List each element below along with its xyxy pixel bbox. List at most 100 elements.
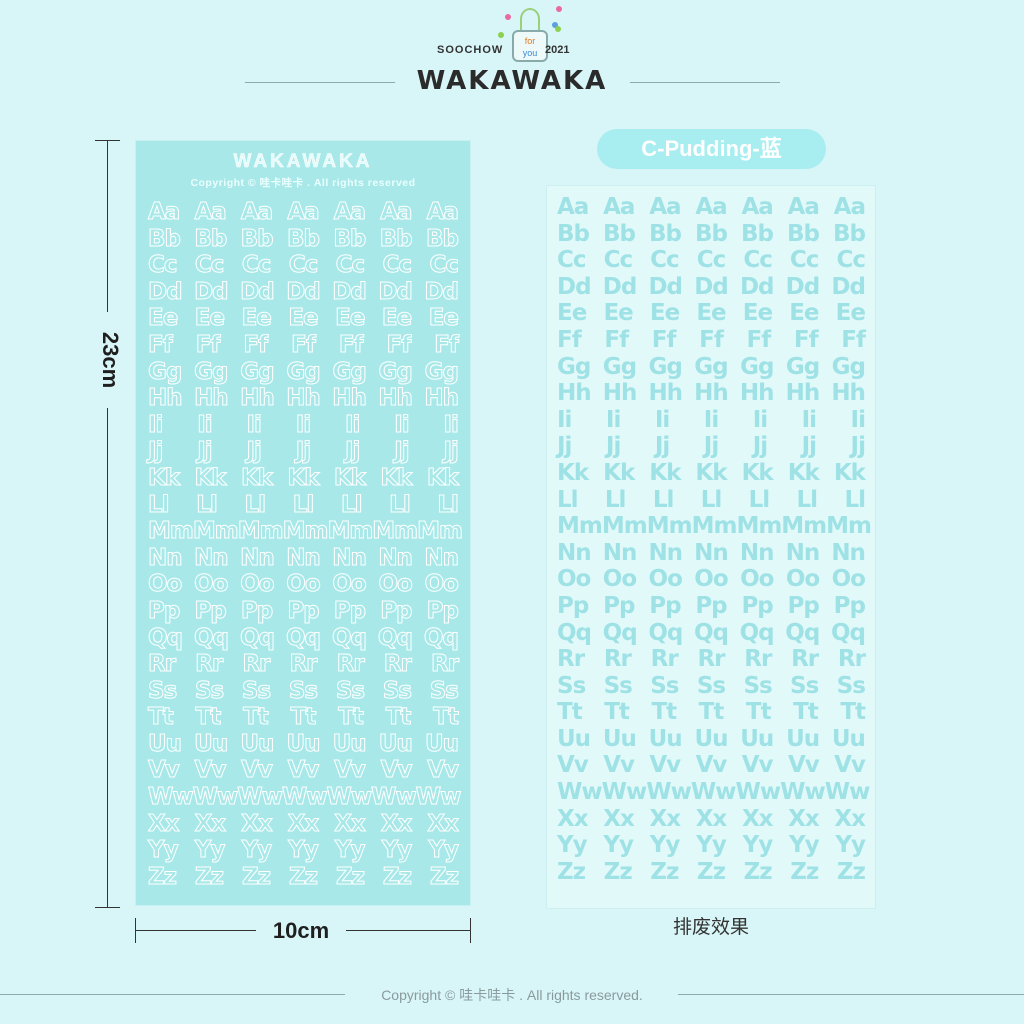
sticker-letter-pair: Zz xyxy=(603,858,633,885)
sticker-letter-pair: Ll xyxy=(389,491,412,518)
sticker-letter-pair: Tt xyxy=(604,699,630,726)
sticker-letter-pair: Qq xyxy=(331,624,367,651)
sticker-letter-pair: Tt xyxy=(338,704,365,731)
sticker-letter-pair: Ff xyxy=(148,331,174,359)
sticker-letter-pair: Uu xyxy=(786,725,820,752)
sticker-letter-pair: Dd xyxy=(739,273,775,300)
flower-icon xyxy=(556,6,562,12)
sticker-letter-pair: Ss xyxy=(696,672,726,699)
sticker-letter-pair: Bb xyxy=(333,225,367,252)
sticker-letter-pair: Ll xyxy=(604,486,627,513)
letter-row-y: Yy Yy Yy Yy Yy Yy Yy xyxy=(557,832,866,859)
sticker-letter-pair: Jj xyxy=(557,433,572,460)
sticker-letter-pair: Vv xyxy=(649,752,681,779)
gift-text-1: for xyxy=(524,36,536,46)
sticker-letter-pair: Tt xyxy=(651,699,677,726)
sticker-letter-pair: Ww xyxy=(824,779,871,806)
letter-row-u: Uu Uu Uu Uu Uu Uu Uu xyxy=(557,725,866,753)
sticker-letter-pair: Ee xyxy=(428,305,459,332)
sticker-letter-pair: Kk xyxy=(787,459,820,486)
sticker-letter-pair: Kk xyxy=(741,459,774,486)
letter-row-f: Ff Ff Ff Ff Ff Ff Ff xyxy=(148,331,460,359)
letter-row-l: Ll Ll Ll Ll Ll Ll Ll xyxy=(557,486,866,514)
sticker-letter-pair: Oo xyxy=(557,566,591,593)
sticker-letter-pair: Jj xyxy=(443,438,460,465)
sticker-letter-pair: Yy xyxy=(381,837,413,864)
product-label: C-Pudding-蓝 xyxy=(597,129,826,169)
sticker-letter-pair: Qq xyxy=(377,624,413,651)
sticker-letter-pair: Ll xyxy=(196,491,219,518)
sticker-letter-pair: Oo xyxy=(332,571,367,598)
sticker-letter-pair: Uu xyxy=(424,730,459,758)
sticker-letter-pair: Gg xyxy=(602,353,637,380)
sticker-letter-pair: Nn xyxy=(648,539,683,566)
sticker-letter-pair: Vv xyxy=(241,757,274,784)
sticker-letter-pair: Dd xyxy=(557,273,592,300)
sticker-letter-pair: Tt xyxy=(290,704,317,731)
sticker-letter-pair: Mm xyxy=(417,518,464,545)
sticker-letter-pair: Hh xyxy=(148,385,184,412)
sticker-letter-pair: Ff xyxy=(557,326,582,353)
sticker-letter-pair: Gg xyxy=(240,358,275,385)
sticker-letter-pair: Ss xyxy=(557,672,586,699)
sticker-letter-pair: Pp xyxy=(240,597,273,625)
sticker-letter-pair: Cc xyxy=(241,252,271,279)
sticker-letter-pair: Yy xyxy=(696,832,727,859)
sticker-letter-pair: Ii xyxy=(443,411,460,438)
sticker-letter-pair: Pp xyxy=(695,592,727,619)
sticker-letter-pair: Ee xyxy=(147,305,178,332)
sticker-letter-pair: Zz xyxy=(836,858,866,885)
gift-bow-icon xyxy=(520,8,540,30)
letter-row-r: Rr Rr Rr Rr Rr Rr Rr xyxy=(147,651,459,678)
letter-row-k: Kk Kk Kk Kk Kk Kk Kk xyxy=(147,464,459,492)
sticker-letter-pair: Aa xyxy=(194,199,227,226)
dimension-tick xyxy=(95,140,120,141)
sticker-letter-pair: Tt xyxy=(243,704,270,731)
sticker-letter-pair: Gg xyxy=(147,358,182,385)
sticker-letter-pair: Bb xyxy=(833,220,866,247)
sticker-letter-pair: Hh xyxy=(694,380,729,407)
sticker-letter-pair: Zz xyxy=(557,858,586,885)
sticker-letter-pair: Yy xyxy=(557,832,588,859)
sticker-letter-pair: Vv xyxy=(741,752,774,779)
dimension-tick xyxy=(95,907,120,908)
letter-row-n: Nn Nn Nn Nn Nn Nn Nn xyxy=(148,544,460,572)
sticker-letter-pair: Rr xyxy=(603,646,632,673)
sticker-letter-pair: Gg xyxy=(740,353,774,380)
sticker-letter-pair: Gg xyxy=(194,358,229,385)
sticker-letter-pair: Rr xyxy=(147,651,176,678)
sticker-letter-pair: Kk xyxy=(380,464,413,492)
sticker-letter-pair: Nn xyxy=(148,544,184,571)
sticker-letter-pair: Uu xyxy=(194,730,229,758)
sticker-letter-pair: Hh xyxy=(785,380,821,407)
sticker-letter-pair: Dd xyxy=(602,273,638,300)
letter-grid: Aa Aa Aa Aa Aa Aa Aa Bb Bb Bb Bb Bb Bb Bb Cc Cc Cc Cc Cc Cc… xyxy=(147,199,463,890)
letter-row-u: Uu Uu Uu Uu Uu Uu Uu xyxy=(147,730,459,758)
sticker-letter-pair: Ww xyxy=(646,779,692,806)
sticker-letter-pair: Ll xyxy=(557,486,579,513)
sticker-letter-pair: Ss xyxy=(743,672,772,699)
sticker-letter-pair: Aa xyxy=(380,199,413,226)
sticker-letter-pair: Jj xyxy=(394,438,411,465)
sticker-letter-pair: Gg xyxy=(424,358,459,385)
sticker-letter-pair: Jj xyxy=(246,438,263,465)
sticker-letter-pair: Vv xyxy=(787,752,820,779)
letter-row-x: Xx Xx Xx Xx Xx Xx Xx xyxy=(148,810,460,838)
sticker-letter-pair: Ff xyxy=(243,331,269,359)
letter-row-n: Nn Nn Nn Nn Nn Nn Nn xyxy=(557,539,866,567)
sticker-letter-pair: Qq xyxy=(193,624,229,651)
sticker-letter-pair: Xx xyxy=(380,810,413,837)
sticker-letter-pair: Oo xyxy=(785,566,820,593)
sticker-letter-pair: Hh xyxy=(557,380,592,407)
sticker-letter-pair: Jj xyxy=(344,438,361,465)
letter-row-x: Xx Xx Xx Xx Xx Xx Xx xyxy=(557,806,866,833)
sticker-letter-pair: Cc xyxy=(743,247,772,274)
sticker-letter-pair: Vv xyxy=(148,757,181,784)
sticker-letter-pair: Rr xyxy=(195,651,224,678)
sticker-letter-pair: Jj xyxy=(654,433,670,460)
sticker-letter-pair: Oo xyxy=(240,571,275,598)
sticker-letter-pair: Mm xyxy=(372,518,419,545)
sticker-letter-pair: Zz xyxy=(743,858,773,885)
sticker-letter-pair: Qq xyxy=(147,624,183,651)
sticker-letter-pair: Ee xyxy=(241,305,272,332)
